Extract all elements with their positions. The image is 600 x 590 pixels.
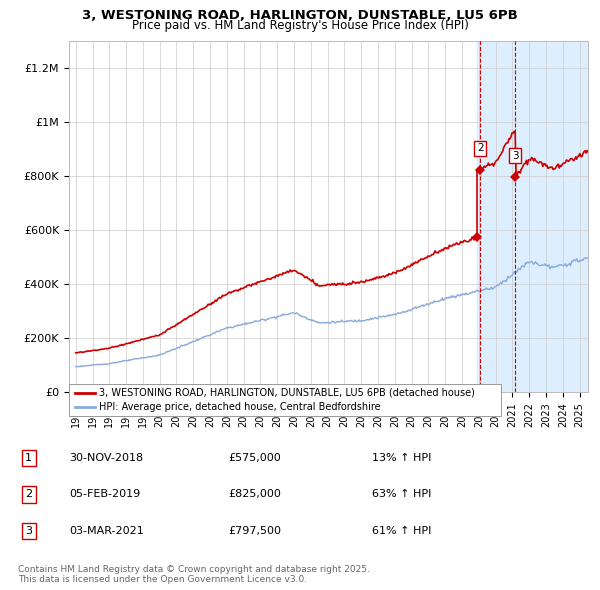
Text: Contains HM Land Registry data © Crown copyright and database right 2025.
This d: Contains HM Land Registry data © Crown c… — [18, 565, 370, 584]
Bar — [478, 41, 588, 392]
Text: £797,500: £797,500 — [228, 526, 281, 536]
Text: 2: 2 — [477, 143, 484, 153]
Text: 03-MAR-2021: 03-MAR-2021 — [69, 526, 144, 536]
Text: 63% ↑ HPI: 63% ↑ HPI — [372, 490, 431, 499]
Text: 3, WESTONING ROAD, HARLINGTON, DUNSTABLE, LU5 6PB (detached house): 3, WESTONING ROAD, HARLINGTON, DUNSTABLE… — [99, 388, 475, 398]
Text: 3, WESTONING ROAD, HARLINGTON, DUNSTABLE, LU5 6PB: 3, WESTONING ROAD, HARLINGTON, DUNSTABLE… — [82, 9, 518, 22]
Text: 30-NOV-2018: 30-NOV-2018 — [69, 453, 143, 463]
Text: 05-FEB-2019: 05-FEB-2019 — [69, 490, 140, 499]
Text: 3: 3 — [512, 151, 518, 161]
Text: £575,000: £575,000 — [228, 453, 281, 463]
Text: 1: 1 — [25, 453, 32, 463]
Text: HPI: Average price, detached house, Central Bedfordshire: HPI: Average price, detached house, Cent… — [99, 402, 381, 412]
Text: 61% ↑ HPI: 61% ↑ HPI — [372, 526, 431, 536]
Text: Price paid vs. HM Land Registry's House Price Index (HPI): Price paid vs. HM Land Registry's House … — [131, 19, 469, 32]
Text: £825,000: £825,000 — [228, 490, 281, 499]
Text: 3: 3 — [25, 526, 32, 536]
Text: 2: 2 — [25, 490, 32, 499]
Text: 13% ↑ HPI: 13% ↑ HPI — [372, 453, 431, 463]
